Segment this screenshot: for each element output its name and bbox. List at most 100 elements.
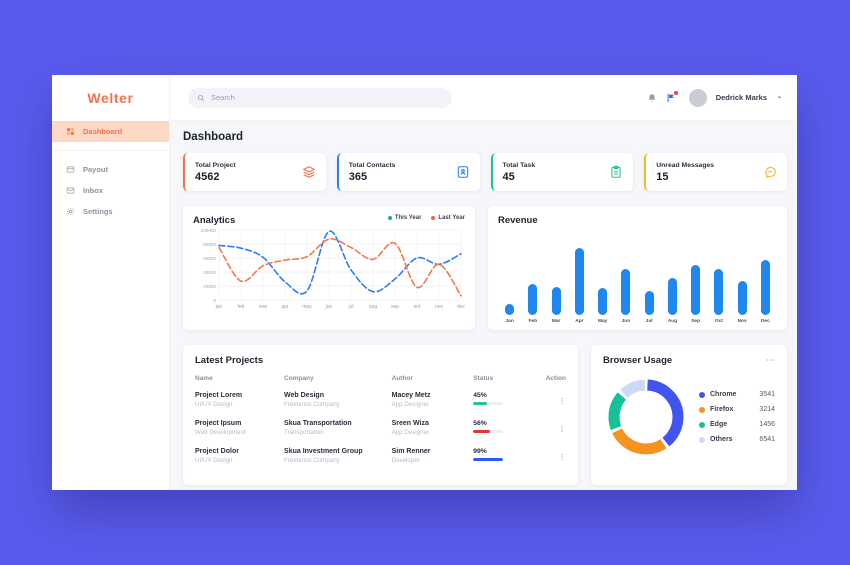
svg-text:may: may — [302, 304, 312, 310]
sidebar-item-label: Dashboard — [83, 127, 123, 136]
legend-item-last-year[interactable]: Last Year — [431, 215, 465, 221]
revenue-bar-aug: Aug — [661, 228, 684, 324]
browser-legend-item-chrome[interactable]: Chrome 3541 — [699, 391, 775, 398]
revenue-bar-jul: Jul — [638, 228, 661, 324]
stat-cards-row: Total Project 4562 Total Contacts 365 Total … — [183, 153, 787, 191]
browser-usage-card: Browser Usage Chrome 3541 Firefox 3214 Edge 1… — [591, 345, 787, 485]
cell-sub: Developer — [391, 457, 420, 464]
svg-text:jun: jun — [325, 304, 333, 310]
caret-down-icon[interactable] — [776, 94, 783, 101]
legend-value: 3541 — [759, 391, 775, 398]
browser-legend-item-others[interactable]: Others 6541 — [699, 436, 775, 443]
legend-dot — [699, 391, 705, 398]
revenue-bar-nov: Nov — [731, 228, 754, 324]
revenue-bar-oct: Oct — [707, 228, 730, 324]
stat-card-total-project: Total Project 4562 — [183, 153, 326, 191]
grid-icon — [66, 127, 75, 136]
revenue-bar-jun: Jun — [614, 228, 637, 324]
page-title: Dashboard — [183, 131, 244, 143]
sidebar-divider — [52, 150, 169, 151]
cell-sub: App Designer — [391, 401, 430, 408]
stat-label: Unread Messages — [656, 161, 715, 169]
svg-text:100000: 100000 — [201, 228, 217, 233]
revenue-bar-mar: Mar — [545, 228, 568, 324]
svg-text:0: 0 — [213, 298, 216, 303]
bar — [691, 265, 701, 315]
flag-chart-icon[interactable] — [666, 90, 678, 103]
bell-icon[interactable] — [647, 93, 657, 103]
legend-label: Edge — [710, 421, 728, 428]
stat-card-total-task: Total Task 45 — [490, 153, 634, 191]
bar-label: Apr — [575, 319, 584, 324]
revenue-title: Revenue — [498, 215, 538, 226]
table-row: Project Dolor UI/UX Design Skua Investment… — [195, 448, 566, 466]
svg-text:jan: jan — [215, 304, 223, 310]
bar — [574, 248, 584, 315]
browser-legend-item-firefox[interactable]: Firefox 3214 — [699, 406, 775, 413]
stat-value: 365 — [348, 170, 368, 183]
bar-label: Jan — [505, 319, 514, 324]
bar — [760, 260, 770, 315]
dashboard-content: Dashboard Total Project 4562 Total Contact… — [170, 121, 797, 485]
cell-sub: Web Development — [195, 429, 246, 436]
revenue-bar-chart: Jan Feb Mar Apr May Jun Jul Aug Sep Oct Nov Dec — [498, 228, 777, 324]
search-placeholder: Search — [211, 93, 235, 102]
bar — [667, 278, 677, 315]
search-input[interactable]: Search — [188, 87, 452, 108]
stat-value: 15 — [656, 170, 669, 183]
revenue-bar-sep: Sep — [684, 228, 707, 324]
svg-text:40000: 40000 — [203, 270, 216, 275]
browser-legend-item-edge[interactable]: Edge 1456 — [699, 421, 775, 428]
browser-legend: Chrome 3541 Firefox 3214 Edge 1456 Others 6541 — [699, 391, 775, 443]
status-percent: 45% — [473, 392, 487, 399]
sidebar-item-dashboard[interactable]: Dashboard — [52, 121, 169, 142]
status-percent: 56% — [473, 420, 487, 427]
kebab-icon[interactable] — [558, 425, 566, 433]
kebab-icon[interactable] — [558, 453, 566, 461]
sidebar: Welter Dashboard Payout Inbox Settings — [52, 75, 170, 490]
legend-dot — [699, 436, 705, 443]
sidebar-item-label: Inbox — [83, 186, 103, 195]
user-avatar[interactable] — [688, 88, 707, 107]
analytics-card: Analytics This Year Last Year 0 20000 40000… — [183, 206, 475, 330]
revenue-bar-apr: Apr — [568, 228, 591, 324]
sidebar-item-inbox[interactable]: Inbox — [52, 180, 169, 201]
stat-card-unread-messages: Unread Messages 15 — [644, 153, 787, 191]
bar-label: Sep — [691, 319, 701, 324]
revenue-bar-jan: Jan — [498, 228, 521, 324]
svg-text:apr: apr — [281, 304, 289, 310]
bar — [621, 269, 631, 315]
legend-value: 1456 — [759, 421, 775, 428]
topbar-actions: Dedrick Marks — [647, 88, 783, 107]
cell-main: Project Ipsum — [195, 420, 242, 427]
cell-sub: Freelance Company — [284, 401, 340, 408]
progress-bar — [473, 430, 504, 433]
donut-segment-edge — [608, 379, 684, 455]
stat-value: 4562 — [195, 170, 220, 183]
cell-sub: Transportation — [284, 429, 324, 436]
column-header-company: Company — [284, 375, 314, 382]
ellipsis-icon[interactable] — [765, 355, 775, 365]
brand-logo: Welter — [87, 90, 134, 106]
svg-text:mar: mar — [259, 304, 268, 310]
svg-text:aug: aug — [369, 304, 378, 310]
analytics-line-chart: 0 20000 40000 60000 80000 100000 jan feb mar apr m… — [201, 228, 466, 310]
sidebar-nav: Dashboard Payout Inbox Settings — [52, 121, 169, 222]
revenue-card: Revenue Jan Feb Mar Apr May Jun Jul Aug Sep Oct No… — [488, 206, 787, 330]
cell-main: Skua Investment Group — [284, 448, 363, 455]
topbar: Search Dedrick Marks — [170, 75, 797, 121]
projects-table-header: Name Company Author Status Action — [195, 375, 566, 382]
bar — [598, 288, 608, 315]
stat-label: Total Task — [502, 161, 536, 169]
bar-label: Aug — [667, 319, 678, 324]
kebab-icon[interactable] — [558, 397, 566, 405]
bar-label: Jul — [645, 319, 653, 324]
layers-icon — [302, 165, 316, 179]
svg-text:oct: oct — [414, 304, 421, 310]
sidebar-item-payout[interactable]: Payout — [52, 159, 169, 180]
progress-bar — [473, 402, 504, 405]
sidebar-item-settings[interactable]: Settings — [52, 201, 169, 222]
bar — [737, 280, 747, 315]
legend-item-this-year[interactable]: This Year — [387, 215, 421, 221]
column-header-status: Status — [473, 375, 494, 382]
